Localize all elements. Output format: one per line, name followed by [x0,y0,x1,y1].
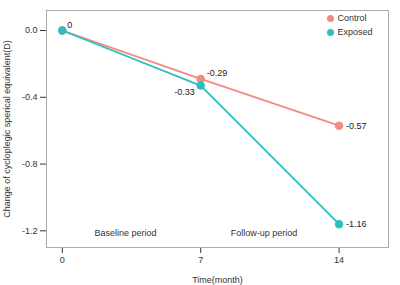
svg-text:0: 0 [60,255,65,265]
svg-text:14: 14 [334,255,344,265]
svg-text:0: 0 [67,20,72,30]
svg-text:0.0: 0.0 [25,25,38,35]
svg-text:Follow-up period: Follow-up period [231,228,298,238]
svg-text:-0.4: -0.4 [22,92,38,102]
svg-text:-0.8: -0.8 [22,159,38,169]
svg-text:Change of cycloplegic sperical: Change of cycloplegic sperical equivalen… [2,40,12,218]
svg-text:-0.33: -0.33 [174,87,195,97]
svg-text:-1.16: -1.16 [346,219,367,229]
svg-text:-0.57: -0.57 [346,121,367,131]
svg-text:Exposed: Exposed [338,27,373,37]
svg-text:Baseline period: Baseline period [95,228,157,238]
svg-text:-0.29: -0.29 [207,68,228,78]
svg-text:-1.2: -1.2 [22,226,38,236]
svg-text:Time(month): Time(month) [192,275,243,285]
svg-text:7: 7 [198,255,203,265]
svg-text:Control: Control [338,13,367,23]
